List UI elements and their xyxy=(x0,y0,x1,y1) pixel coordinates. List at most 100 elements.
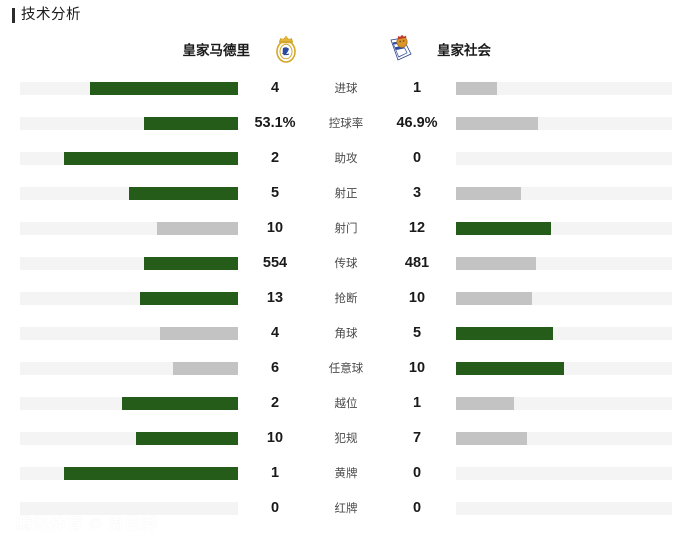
stat-row: 13 抢断 10 xyxy=(0,282,687,317)
stat-row: 5 射正 3 xyxy=(0,177,687,212)
real-sociedad-crest-icon xyxy=(387,34,415,64)
home-stat-value: 4 xyxy=(270,80,280,96)
stat-row: 4 角球 5 xyxy=(0,317,687,352)
stat-row: 10 犯规 7 xyxy=(0,422,687,457)
home-bar-fill xyxy=(172,362,238,375)
home-bar-fill xyxy=(89,82,238,95)
stat-row: 1 黄牌 0 xyxy=(0,457,687,492)
away-bar-track xyxy=(456,397,672,410)
stat-label: 越位 xyxy=(334,398,358,410)
home-stat-value: 10 xyxy=(266,430,284,446)
home-stat-value: 0 xyxy=(270,500,280,516)
away-bar-track xyxy=(456,502,672,515)
stat-label: 射正 xyxy=(334,188,358,200)
stat-label: 进球 xyxy=(334,83,358,95)
away-bar-fill xyxy=(456,362,564,375)
away-bar-track xyxy=(456,327,672,340)
away-bar-fill xyxy=(456,432,528,445)
home-bar-track xyxy=(20,432,238,445)
away-team-name: 皇家社会 xyxy=(437,43,491,58)
away-bar-track xyxy=(456,362,672,375)
home-bar-track xyxy=(20,397,238,410)
real-madrid-crest-icon xyxy=(272,34,300,64)
home-team-name: 皇家马德里 xyxy=(182,43,251,58)
home-bar-fill xyxy=(63,152,238,165)
home-bar-track xyxy=(20,362,238,375)
home-bar-track xyxy=(20,152,238,165)
stat-label: 传球 xyxy=(334,258,358,270)
stat-row: 554 传球 481 xyxy=(0,247,687,282)
title-accent-bar xyxy=(12,8,15,23)
home-bar-track xyxy=(20,187,238,200)
home-bar-track xyxy=(20,82,238,95)
home-stat-value: 2 xyxy=(270,150,280,166)
home-bar-fill xyxy=(122,397,238,410)
stat-row: 2 助攻 0 xyxy=(0,142,687,177)
away-bar-track xyxy=(456,187,672,200)
stat-label: 控球率 xyxy=(328,118,364,130)
away-bar-track xyxy=(456,82,672,95)
away-bar-track xyxy=(456,467,672,480)
stat-label: 任意球 xyxy=(328,363,364,375)
away-stat-value: 0 xyxy=(412,150,422,166)
away-team-header: 皇家社会 xyxy=(387,34,687,64)
away-bar-fill xyxy=(456,292,532,305)
home-bar-track xyxy=(20,467,238,480)
away-stat-value: 0 xyxy=(412,500,422,516)
home-bar-fill xyxy=(129,187,238,200)
stat-label: 助攻 xyxy=(334,153,358,165)
home-stat-value: 554 xyxy=(262,255,288,271)
stat-row: 4 进球 1 xyxy=(0,72,687,107)
away-stat-value: 7 xyxy=(412,430,422,446)
stat-row: 0 红牌 0 xyxy=(0,492,687,527)
home-stat-value: 53.1% xyxy=(254,115,296,131)
home-bar-track xyxy=(20,257,238,270)
away-stat-value: 0 xyxy=(412,465,422,481)
stats-list: 4 进球 1 53.1% 控球率 46.9% 2 助攻 0 5 射正 3 10 射门 12 554 传球 481 1… xyxy=(0,72,687,527)
away-bar-fill xyxy=(456,117,539,130)
stat-label: 射门 xyxy=(334,223,358,235)
away-stat-value: 1 xyxy=(412,80,422,96)
home-stat-value: 10 xyxy=(266,220,284,236)
home-bar-track xyxy=(20,117,238,130)
away-stat-value: 1 xyxy=(412,395,422,411)
home-bar-track xyxy=(20,502,238,515)
away-stat-value: 5 xyxy=(412,325,422,341)
stat-label: 黄牌 xyxy=(334,468,358,480)
away-bar-track xyxy=(456,222,672,235)
away-bar-track xyxy=(456,257,672,270)
home-bar-fill xyxy=(144,257,238,270)
away-bar-track xyxy=(456,117,672,130)
stat-row: 6 任意球 10 xyxy=(0,352,687,387)
away-bar-fill xyxy=(456,222,552,235)
home-bar-track xyxy=(20,222,238,235)
home-stat-value: 4 xyxy=(270,325,280,341)
stat-row: 2 越位 1 xyxy=(0,387,687,422)
away-bar-fill xyxy=(456,257,536,270)
home-stat-value: 6 xyxy=(270,360,280,376)
away-stat-value: 10 xyxy=(408,290,426,306)
home-bar-fill xyxy=(144,117,238,130)
home-bar-fill xyxy=(139,292,238,305)
stat-label: 红牌 xyxy=(334,503,358,515)
page-title: 技术分析 xyxy=(21,7,81,24)
home-stat-value: 13 xyxy=(266,290,284,306)
away-bar-fill xyxy=(456,187,521,200)
stat-label: 抢断 xyxy=(334,293,358,305)
home-bar-track xyxy=(20,292,238,305)
away-stat-value: 481 xyxy=(404,255,430,271)
teams-header: 皇家马德里 xyxy=(0,28,687,70)
home-bar-fill xyxy=(157,222,238,235)
away-bar-fill xyxy=(456,82,498,95)
away-stat-value: 10 xyxy=(408,360,426,376)
stat-row: 53.1% 控球率 46.9% xyxy=(0,107,687,142)
stat-row: 10 射门 12 xyxy=(0,212,687,247)
away-bar-track xyxy=(456,152,672,165)
away-bar-fill xyxy=(456,327,554,340)
home-stat-value: 5 xyxy=(270,185,280,201)
away-bar-fill xyxy=(456,397,515,410)
home-stat-value: 2 xyxy=(270,395,280,411)
home-bar-fill xyxy=(135,432,238,445)
away-bar-track xyxy=(456,432,672,445)
home-bar-track xyxy=(20,327,238,340)
